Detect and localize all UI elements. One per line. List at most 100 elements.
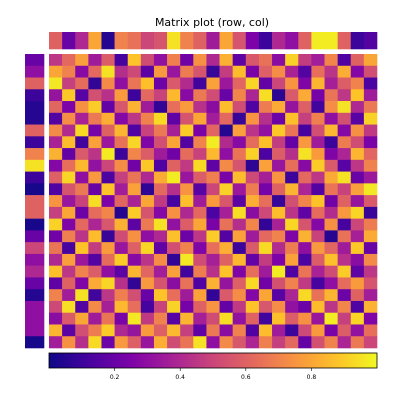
heatmap-cell <box>298 183 312 196</box>
heatmap-cell <box>219 253 233 266</box>
heatmap-cell <box>180 148 194 161</box>
heatmap-cell <box>219 324 233 337</box>
heatmap-cell <box>298 65 312 78</box>
heatmap-cell <box>193 101 207 114</box>
heatmap-cell <box>88 277 102 290</box>
heatmap-cell <box>167 195 181 208</box>
heatmap-cell <box>140 54 155 67</box>
column-strip-cell <box>232 32 247 50</box>
heatmap-cell <box>75 65 89 78</box>
heatmap-cell <box>245 54 260 67</box>
row-strip-cell <box>25 300 45 314</box>
heatmap-cell <box>127 54 142 67</box>
heatmap-cell <box>232 124 247 137</box>
heatmap-cell <box>101 253 115 266</box>
heatmap-cell <box>127 324 142 337</box>
heatmap-cell <box>167 148 181 161</box>
heatmap-cell <box>153 253 168 266</box>
heatmap-cell <box>153 277 168 290</box>
heatmap-cell <box>219 195 233 208</box>
heatmap-cell <box>101 324 115 337</box>
heatmap-cell <box>363 77 378 90</box>
heatmap-cell <box>114 136 129 149</box>
row-strip-cell <box>25 65 45 78</box>
row-strip-cell <box>25 324 45 337</box>
heatmap-cell <box>232 148 247 161</box>
heatmap-cell <box>193 136 207 149</box>
heatmap-cell <box>219 124 233 137</box>
heatmap-cell <box>285 195 299 208</box>
heatmap-cell <box>324 253 338 266</box>
heatmap-cell <box>180 136 194 149</box>
row-strip-cell <box>25 253 45 266</box>
heatmap-grid <box>49 54 378 349</box>
heatmap-cell <box>62 148 76 161</box>
heatmap-cell <box>324 148 338 161</box>
heatmap-cell <box>363 206 378 219</box>
heatmap-cell <box>127 312 142 325</box>
heatmap-cell <box>337 171 352 184</box>
heatmap-cell <box>140 277 155 290</box>
heatmap-cell <box>337 159 352 172</box>
heatmap-cell <box>311 265 325 278</box>
heatmap-cell <box>206 54 220 67</box>
heatmap-cell <box>363 300 378 314</box>
heatmap-cell <box>101 159 115 172</box>
heatmap-cell <box>350 195 365 208</box>
heatmap-cell <box>49 289 63 302</box>
heatmap-cell <box>206 195 220 208</box>
heatmap-cell <box>180 242 194 255</box>
heatmap-cell <box>232 277 247 290</box>
heatmap-cell <box>114 159 129 172</box>
heatmap-cell <box>153 230 168 243</box>
heatmap-cell <box>311 242 325 255</box>
heatmap-cell <box>285 101 299 114</box>
heatmap-cell <box>153 159 168 172</box>
heatmap-cell <box>167 65 181 78</box>
heatmap-cell <box>311 89 325 102</box>
heatmap-cell <box>337 218 352 231</box>
heatmap-cell <box>206 289 220 302</box>
heatmap-cell <box>206 242 220 255</box>
heatmap-cell <box>153 183 168 196</box>
heatmap-cell <box>219 312 233 325</box>
heatmap-cell <box>101 277 115 290</box>
heatmap-cell <box>272 312 286 325</box>
row-strip-cell <box>25 54 45 67</box>
heatmap-cell <box>127 300 142 314</box>
heatmap-cell <box>180 183 194 196</box>
heatmap-cell <box>140 101 155 114</box>
heatmap-cell <box>180 195 194 208</box>
column-strip-cell <box>101 32 115 50</box>
heatmap-cell <box>140 159 155 172</box>
heatmap-cell <box>127 336 142 349</box>
heatmap-cell <box>245 324 260 337</box>
heatmap-cell <box>245 195 260 208</box>
heatmap-cell <box>127 242 142 255</box>
heatmap-cell <box>49 218 63 231</box>
heatmap-cell <box>62 65 76 78</box>
heatmap-cell <box>206 336 220 349</box>
heatmap-cell <box>285 218 299 231</box>
heatmap-cell <box>285 112 299 125</box>
heatmap-cell <box>285 312 299 325</box>
heatmap-cell <box>206 65 220 78</box>
heatmap-cell <box>350 289 365 302</box>
heatmap-cell <box>363 89 378 102</box>
column-strip-cell <box>337 32 352 50</box>
heatmap-cell <box>219 148 233 161</box>
column-strip-cell <box>75 32 89 50</box>
heatmap-cell <box>337 195 352 208</box>
column-strip-cell <box>219 32 233 50</box>
heatmap-cell <box>193 312 207 325</box>
heatmap-cell <box>350 112 365 125</box>
heatmap-cell <box>258 183 273 196</box>
heatmap-cell <box>311 253 325 266</box>
row-color-strip <box>25 54 45 349</box>
heatmap-cell <box>88 265 102 278</box>
heatmap-cell <box>62 206 76 219</box>
heatmap-cell <box>363 336 378 349</box>
heatmap-cell <box>206 112 220 125</box>
heatmap-cell <box>153 289 168 302</box>
heatmap-cell <box>167 89 181 102</box>
